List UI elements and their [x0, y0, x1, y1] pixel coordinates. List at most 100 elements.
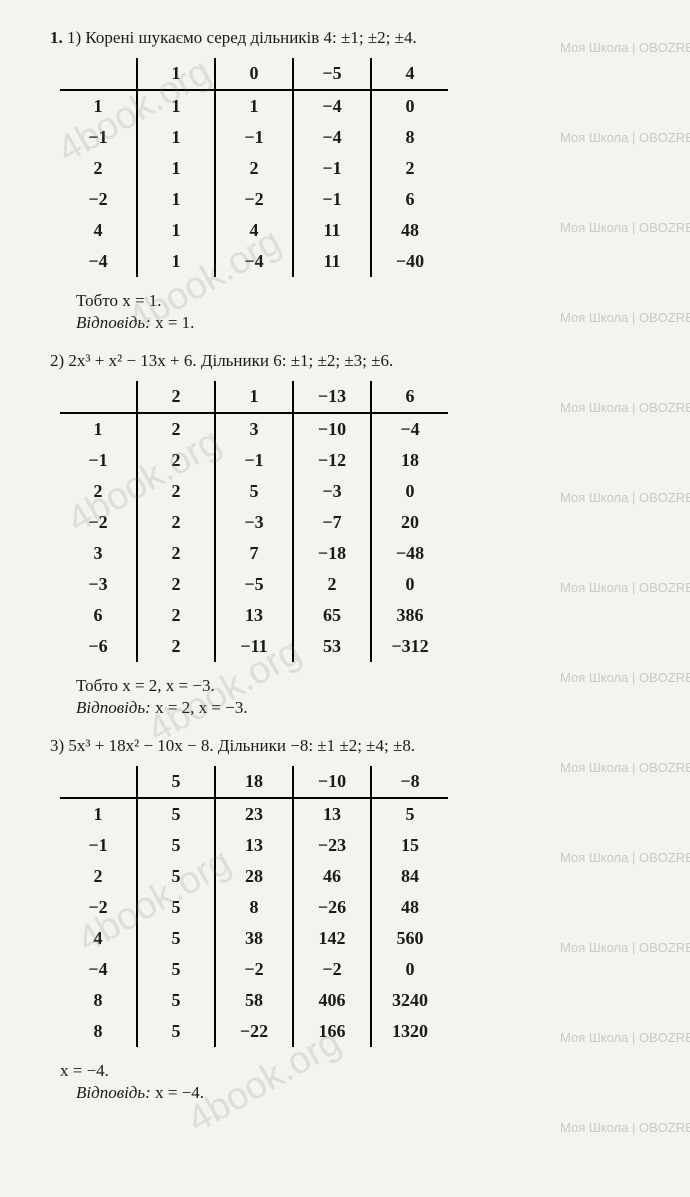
table-header-cell: −10 — [293, 766, 371, 798]
table-cell: −3 — [215, 507, 293, 538]
table-cell: 2 — [137, 507, 215, 538]
table-cell: 2 — [137, 569, 215, 600]
table-cell: 6 — [60, 600, 137, 631]
table-cell: 58 — [215, 985, 293, 1016]
table-cell: 2 — [137, 631, 215, 662]
table-cell: −4 — [215, 246, 293, 277]
table-row: 225−30 — [60, 476, 448, 507]
table-cell: −3 — [293, 476, 371, 507]
table-cell: −11 — [215, 631, 293, 662]
answer-2: Відповідь: x = 2, x = −3. — [76, 698, 660, 718]
table-cell: 5 — [215, 476, 293, 507]
table-cell: 2 — [293, 569, 371, 600]
table-header-row: 518−10−8 — [60, 766, 448, 798]
result-3: x = −4. — [60, 1061, 660, 1081]
table-cell: −2 — [293, 954, 371, 985]
table-cell: 166 — [293, 1016, 371, 1047]
table-row: −32−520 — [60, 569, 448, 600]
table-cell: 560 — [371, 923, 448, 954]
problem-2-heading: 2) 2x³ + x² − 13x + 6. Дільники 6: ±1; ±… — [50, 351, 660, 371]
problem-text: Корені шукаємо серед дільників 4: ±1; ±2… — [85, 28, 416, 47]
table-cell: 4 — [215, 215, 293, 246]
table-cell: 1 — [60, 798, 137, 830]
table-cell: 142 — [293, 923, 371, 954]
table-cell: −4 — [371, 413, 448, 445]
table-cell: −4 — [60, 954, 137, 985]
table-cell: 5 — [137, 830, 215, 861]
table-cell: −40 — [371, 246, 448, 277]
table-cell: −7 — [293, 507, 371, 538]
table-header-cell: 5 — [137, 766, 215, 798]
table-cell: −2 — [60, 892, 137, 923]
table-cell: 46 — [293, 861, 371, 892]
table-header-row: 10−54 — [60, 58, 448, 90]
table-header-cell: 2 — [137, 381, 215, 413]
table-cell: −6 — [60, 631, 137, 662]
table-row: 1523135 — [60, 798, 448, 830]
table-header-cell — [60, 766, 137, 798]
table-cell: −2 — [215, 954, 293, 985]
table-header-cell: −13 — [293, 381, 371, 413]
table-body: 123−10−4−12−1−1218225−30−22−3−720327−18−… — [60, 413, 448, 662]
table-cell: −3 — [60, 569, 137, 600]
table-cell: 3 — [215, 413, 293, 445]
answer-value: x = 2, x = −3. — [155, 698, 248, 717]
table-cell: 4 — [60, 215, 137, 246]
table-cell: 11 — [293, 246, 371, 277]
table-cell: 5 — [137, 985, 215, 1016]
table-cell: 1 — [137, 122, 215, 153]
table-cell: −26 — [293, 892, 371, 923]
table-cell: −1 — [60, 830, 137, 861]
table-cell: 0 — [371, 90, 448, 122]
table-header-row: 21−136 — [60, 381, 448, 413]
table-header-cell: −8 — [371, 766, 448, 798]
horner-table-1: 10−54 111−40−11−1−48212−12−21−2−16414114… — [60, 58, 448, 277]
answer-label: Відповідь: — [76, 313, 151, 332]
table-cell: 2 — [60, 153, 137, 184]
table-cell: −1 — [293, 153, 371, 184]
table-row: 123−10−4 — [60, 413, 448, 445]
table-row: −21−2−16 — [60, 184, 448, 215]
answer-label: Відповідь: — [76, 1083, 151, 1102]
table-cell: 2 — [137, 445, 215, 476]
table-cell: −1 — [60, 122, 137, 153]
table-header-cell: 4 — [371, 58, 448, 90]
problem-num: 2) — [50, 351, 64, 370]
table-cell: 5 — [137, 954, 215, 985]
table-cell: 5 — [371, 798, 448, 830]
table-cell: 0 — [371, 569, 448, 600]
table-cell: 48 — [371, 215, 448, 246]
table-header-cell — [60, 58, 137, 90]
table-row: −12−1−1218 — [60, 445, 448, 476]
page: 1. 1) Корені шукаємо серед дільників 4: … — [0, 0, 690, 1151]
horner-table-2: 21−136 123−10−4−12−1−1218225−30−22−3−720… — [60, 381, 448, 662]
table-cell: 48 — [371, 892, 448, 923]
table-cell: −48 — [371, 538, 448, 569]
table-cell: 5 — [137, 892, 215, 923]
table-cell: −5 — [215, 569, 293, 600]
problem-text: 5x³ + 18x² − 10x − 8. Дільники −8: ±1 ±2… — [68, 736, 415, 755]
table-cell: 2 — [60, 476, 137, 507]
table-row: 4141148 — [60, 215, 448, 246]
table-cell: 8 — [60, 1016, 137, 1047]
problem-1-heading: 1. 1) Корені шукаємо серед дільників 4: … — [50, 28, 660, 48]
table-cell: 8 — [215, 892, 293, 923]
table-cell: 5 — [137, 923, 215, 954]
table-row: 4538142560 — [60, 923, 448, 954]
table-cell: −18 — [293, 538, 371, 569]
table-cell: 1320 — [371, 1016, 448, 1047]
answer-label: Відповідь: — [76, 698, 151, 717]
answer-3: Відповідь: x = −4. — [76, 1083, 660, 1103]
table-cell: −4 — [293, 122, 371, 153]
answer-1: Відповідь: x = 1. — [76, 313, 660, 333]
table-cell: 1 — [137, 184, 215, 215]
problem-num: 3) — [50, 736, 64, 755]
answer-value: x = 1. — [155, 313, 194, 332]
table-cell: 7 — [215, 538, 293, 569]
table-header-cell: 6 — [371, 381, 448, 413]
table-cell: 1 — [60, 413, 137, 445]
table-row: 111−40 — [60, 90, 448, 122]
table-row: −258−2648 — [60, 892, 448, 923]
table-cell: 13 — [293, 798, 371, 830]
table-cell: 1 — [137, 90, 215, 122]
